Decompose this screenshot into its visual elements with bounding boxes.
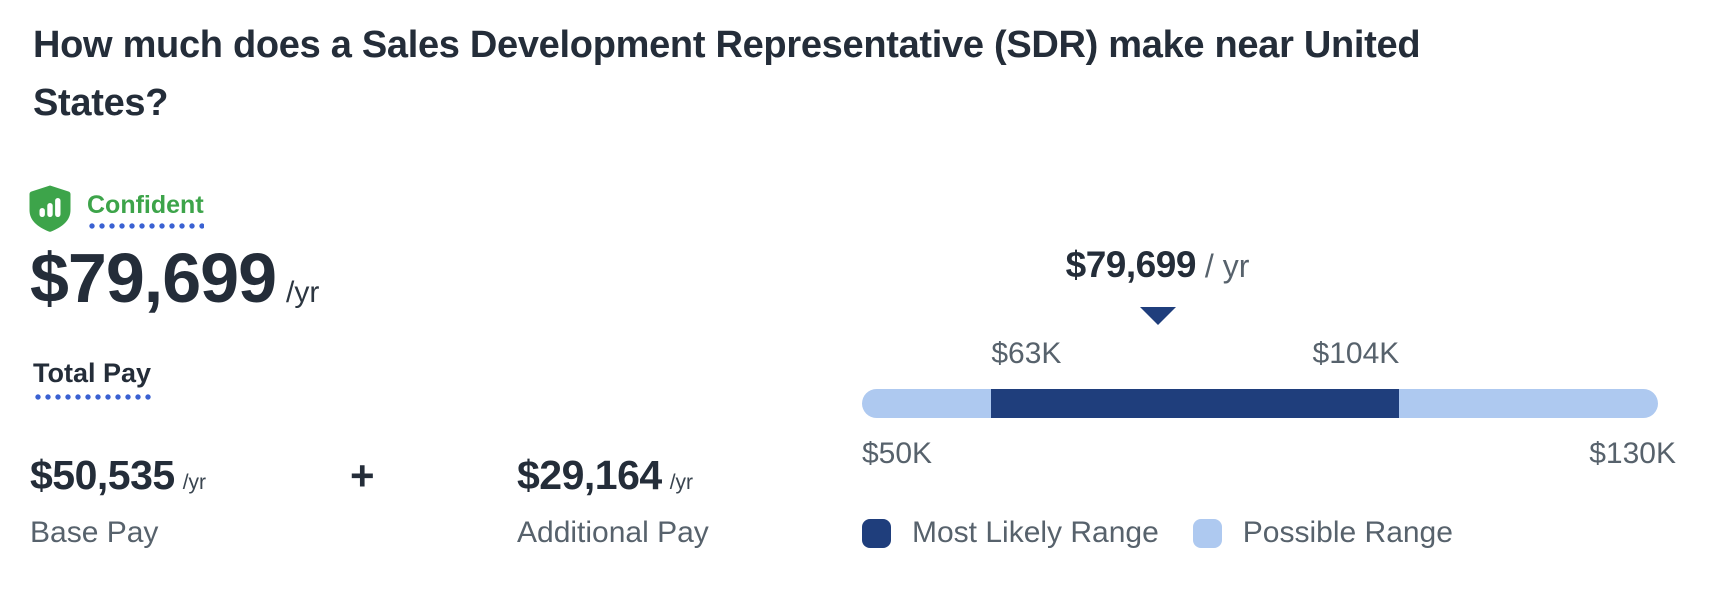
axis-max-label: $130K [1589,437,1676,470]
base-pay-amount: $50,535 [30,452,175,498]
additional-pay-label: Additional Pay [517,516,709,549]
most-likely-swatch-icon [862,518,891,548]
total-pay-value: $79,699 /yr [30,238,319,318]
legend-label-most-likely: Most Likely Range [912,516,1159,549]
pointer-arrow-icon [1139,307,1176,325]
axis-min-label: $50K [862,437,933,470]
legend-item-possible: Possible Range [1192,516,1453,550]
chart-legend: Most Likely Range Possible Range [862,516,1453,550]
most-likely-low-label: $63K [991,337,1062,370]
total-pay-amount: $79,699 [30,239,277,317]
base-pay-period: /yr [182,471,207,494]
page-title: How much does a Sales Development Repres… [33,24,1421,124]
most-likely-range-segment [991,389,1400,418]
possible-swatch-icon [1192,518,1222,548]
salary-range-chart: $79,699 / yr $63K $104K $50K $130K Most … [862,230,1676,560]
additional-pay-period: /yr [669,471,694,494]
possible-range-bar [862,389,1658,418]
plus-operator: + [350,452,375,499]
legend-label-possible: Possible Range [1242,516,1453,549]
confidence-badge: Confident [27,184,204,233]
shield-bar-chart-icon [27,184,73,233]
total-pay-label[interactable]: Total Pay [33,358,152,400]
additional-pay-block: $29,164 /yr Additional Pay [517,452,709,550]
base-pay-label: Base Pay [30,516,159,549]
base-pay-block: $50,535 /yr Base Pay [30,452,206,550]
total-pay-period: /yr [286,276,320,309]
legend-item-most-likely: Most Likely Range [862,516,1159,550]
most-likely-high-label: $104K [1312,337,1400,370]
pointer-amount: $79,699 [1065,244,1197,285]
pointer-period: / yr [1204,248,1250,284]
salary-pointer: $79,699 / yr [1066,244,1250,286]
additional-pay-amount: $29,164 [517,452,662,498]
confidence-label[interactable]: Confident [87,191,204,229]
